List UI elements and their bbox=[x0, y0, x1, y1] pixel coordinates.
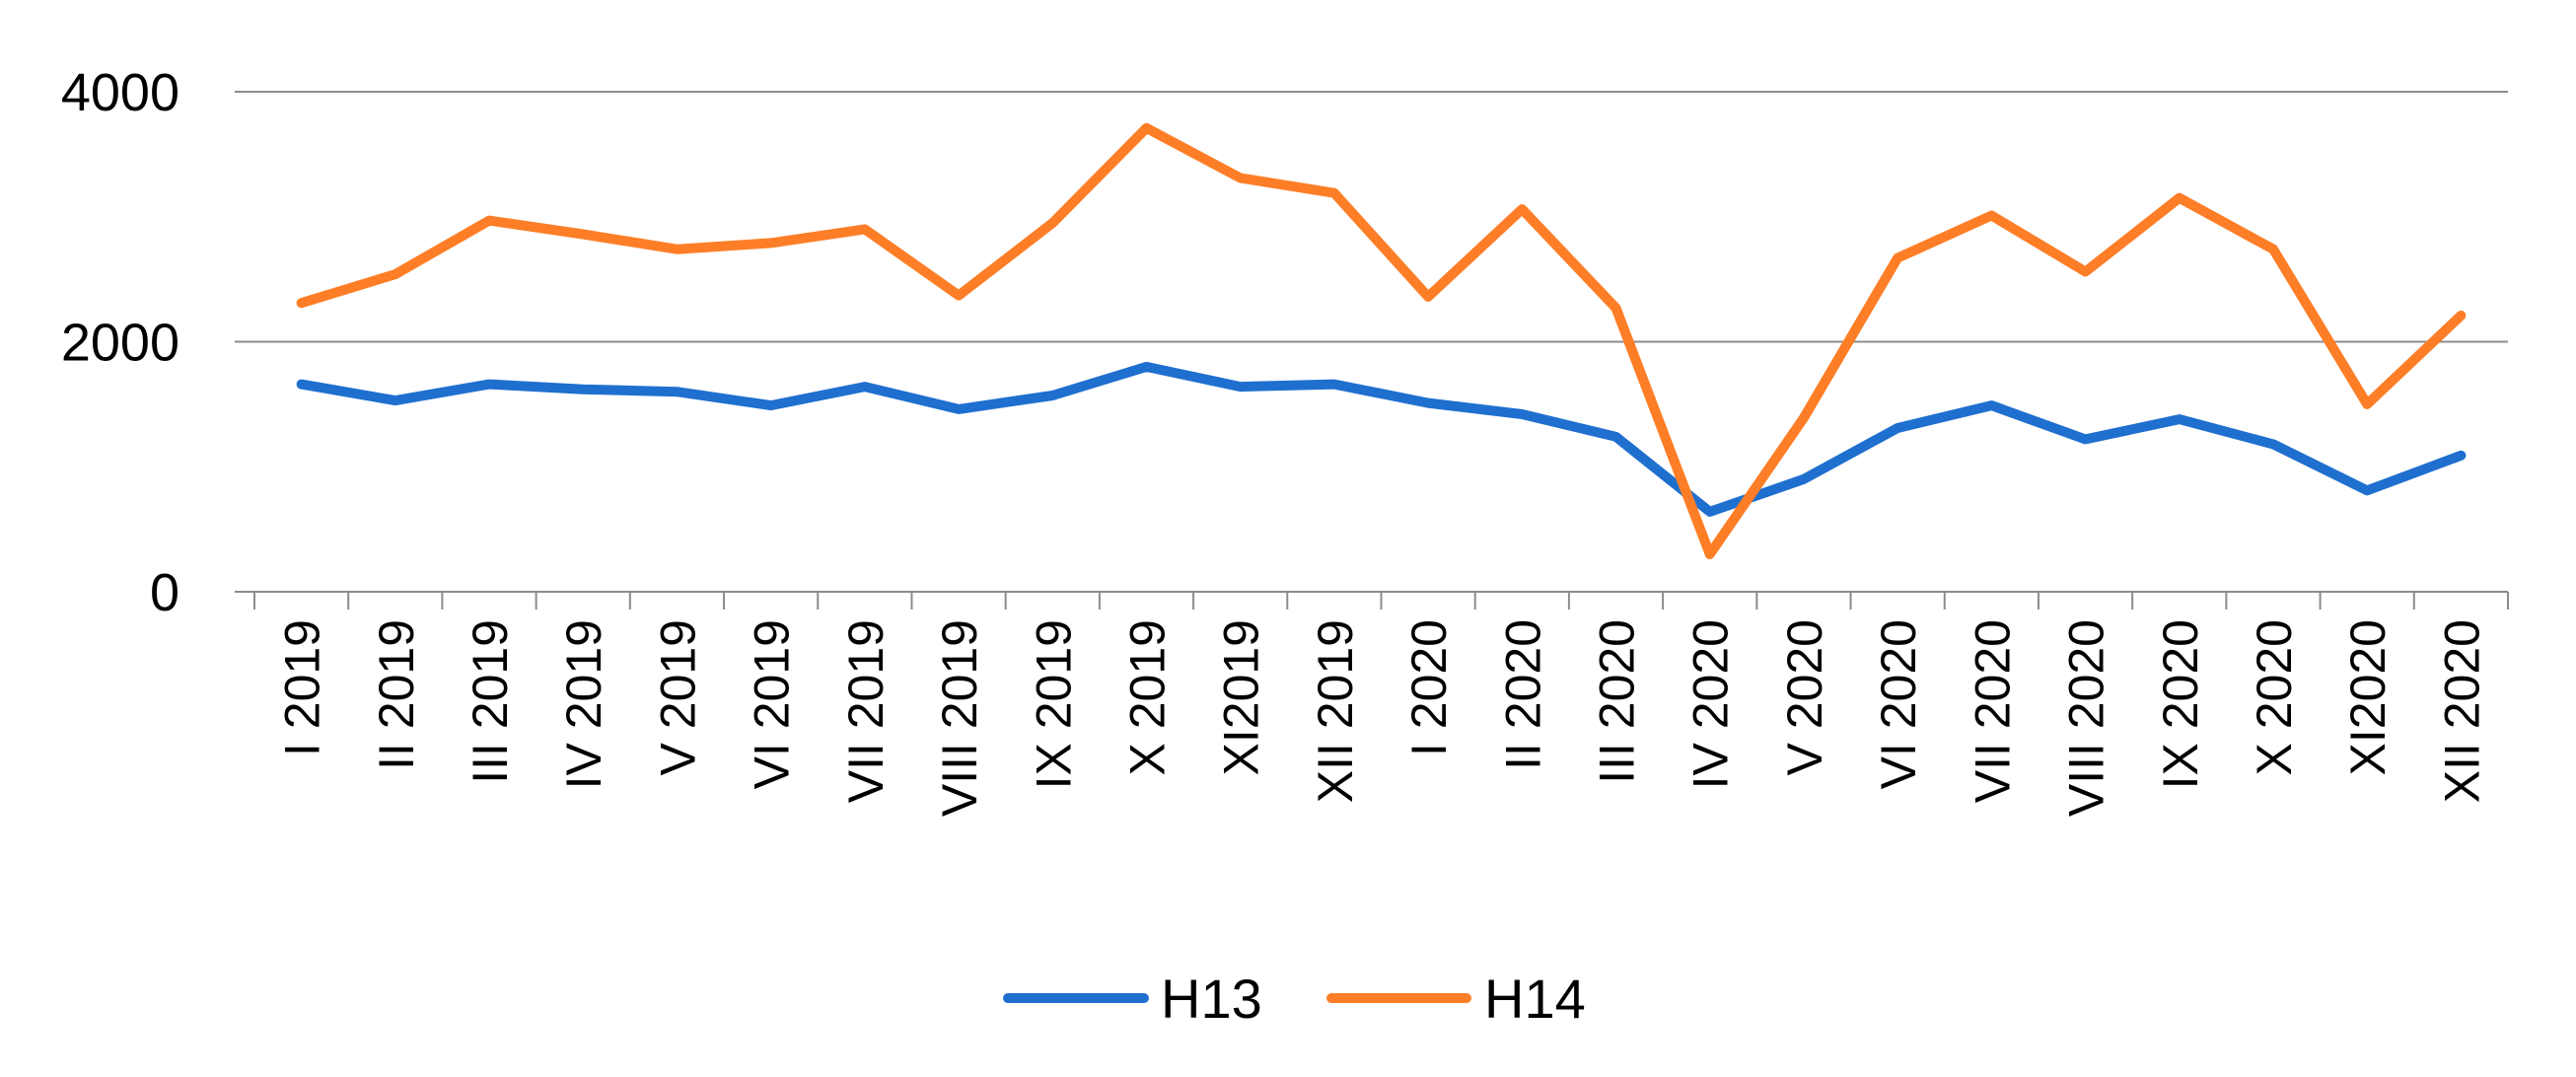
legend-label-h14: H14 bbox=[1484, 968, 1586, 1030]
x-tick-label: III 2019 bbox=[463, 619, 518, 784]
x-tick-label: I 2020 bbox=[1401, 619, 1457, 756]
x-tick-label: VII 2019 bbox=[838, 619, 894, 803]
x-tick-label: I 2019 bbox=[275, 619, 330, 756]
x-tick-label: IV 2020 bbox=[1683, 619, 1739, 789]
x-tick-label: XI2020 bbox=[2340, 619, 2396, 775]
grid-lines bbox=[235, 91, 2508, 343]
series-line-h13 bbox=[296, 361, 2467, 517]
x-tick-label: IX 2019 bbox=[1026, 619, 1081, 789]
x-tick-label: X 2019 bbox=[1119, 619, 1175, 775]
series-lines bbox=[296, 122, 2467, 559]
x-tick-label: XII 2019 bbox=[1308, 619, 1363, 803]
y-tick-label: 4000 bbox=[61, 63, 179, 122]
y-axis-tick-labels: 0 2000 4000 bbox=[61, 63, 179, 622]
legend: H13 H14 bbox=[1003, 968, 1586, 1030]
x-tick-label: VI 2020 bbox=[1871, 619, 1926, 789]
x-tick-label: VII 2020 bbox=[1965, 619, 2020, 803]
y-tick-label: 0 bbox=[150, 563, 179, 622]
x-tick-label: III 2020 bbox=[1590, 619, 1645, 784]
x-tick-label: VIII 2019 bbox=[932, 619, 987, 817]
x-tick-label: II 2020 bbox=[1495, 619, 1550, 770]
x-tick-label: V 2020 bbox=[1777, 619, 1832, 775]
x-tick-label: IX 2020 bbox=[2153, 619, 2208, 789]
x-tick-label: II 2019 bbox=[369, 619, 424, 770]
x-tick-label: VIII 2020 bbox=[2059, 619, 2114, 817]
y-tick-label: 2000 bbox=[61, 314, 179, 373]
x-tick-label: V 2019 bbox=[650, 619, 705, 775]
x-tick-label: XII 2020 bbox=[2434, 619, 2489, 803]
x-tick-label: VI 2019 bbox=[745, 619, 800, 789]
x-axis bbox=[235, 591, 2509, 610]
legend-label-h13: H13 bbox=[1161, 968, 1262, 1030]
x-axis-tick-labels: I 2019 II 2019 III 2019 IV 2019 V 2019 VI 201… bbox=[275, 619, 2490, 817]
x-tick-label: XI2019 bbox=[1214, 619, 1269, 775]
series-line-h14 bbox=[296, 122, 2467, 559]
x-tick-label: X 2020 bbox=[2247, 619, 2302, 775]
x-tick-label: IV 2019 bbox=[556, 619, 611, 789]
